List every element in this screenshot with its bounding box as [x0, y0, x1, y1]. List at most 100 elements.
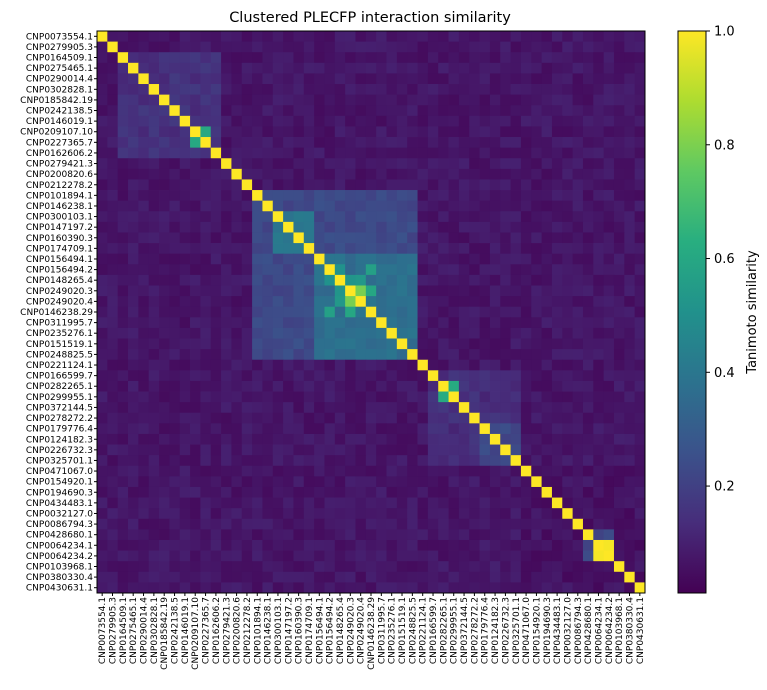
heatmap-cell — [634, 190, 646, 202]
heatmap-cell — [324, 327, 336, 339]
heatmap-cell — [252, 465, 263, 477]
heatmap-cell — [210, 84, 222, 96]
heatmap-cell — [272, 84, 284, 96]
heatmap-cell — [283, 391, 294, 403]
heatmap-cell — [210, 137, 222, 149]
heatmap-cell — [210, 433, 222, 445]
heatmap-cell — [293, 561, 305, 573]
heatmap-cell — [365, 274, 377, 286]
heatmap-cell — [603, 31, 615, 42]
heatmap-cell — [128, 444, 139, 456]
heatmap-cell — [572, 370, 584, 382]
heatmap-cell — [210, 41, 222, 53]
heatmap-cell — [376, 327, 387, 339]
heatmap-cell — [624, 433, 636, 445]
heatmap-cell — [148, 423, 160, 435]
heatmap-cell — [200, 529, 212, 541]
heatmap-cell — [365, 561, 377, 573]
heatmap-cell — [231, 476, 243, 488]
heatmap-cell — [179, 370, 191, 382]
heatmap-cell — [283, 359, 294, 371]
heatmap-cell — [314, 232, 325, 244]
heatmap-cell — [97, 274, 108, 286]
heatmap-cell — [613, 412, 625, 424]
heatmap-cell — [200, 402, 212, 414]
heatmap-cell — [252, 115, 263, 127]
heatmap-cell — [510, 539, 522, 551]
y-tick-label: CNP0146238.1 — [26, 202, 93, 212]
heatmap-cell — [448, 561, 460, 573]
heatmap-cell — [365, 529, 377, 541]
heatmap-cell — [634, 317, 646, 329]
heatmap-cell — [148, 561, 160, 573]
heatmap-cell — [386, 412, 398, 424]
heatmap-cell — [520, 486, 532, 498]
heatmap-cell — [148, 306, 160, 318]
heatmap-cell — [345, 84, 356, 96]
heatmap-cell — [303, 529, 315, 541]
heatmap-cell — [427, 561, 439, 573]
heatmap-cell — [272, 115, 284, 127]
heatmap-cell — [376, 73, 387, 85]
heatmap-cell — [210, 539, 222, 551]
heatmap-cell — [210, 465, 222, 477]
heatmap-cell — [365, 306, 377, 318]
heatmap-cell — [520, 211, 532, 223]
heatmap-cell — [551, 158, 563, 170]
heatmap-cell — [562, 115, 574, 127]
heatmap-cell — [427, 52, 439, 64]
heatmap-cell — [562, 380, 574, 392]
heatmap-cell — [138, 317, 150, 329]
heatmap-cell — [272, 402, 284, 414]
heatmap-cell — [272, 380, 284, 392]
heatmap-cell — [541, 221, 553, 233]
heatmap-cell — [355, 126, 367, 138]
heatmap-cell — [458, 179, 470, 191]
heatmap-cell — [624, 412, 636, 424]
heatmap-cell — [365, 243, 377, 255]
heatmap-cell — [500, 349, 511, 361]
heatmap-cell — [582, 465, 594, 477]
heatmap-cell — [334, 402, 346, 414]
heatmap-cell — [520, 402, 532, 414]
heatmap-cell — [159, 561, 170, 573]
heatmap-cell — [572, 476, 584, 488]
heatmap-cell — [386, 62, 398, 74]
heatmap-cell — [293, 31, 305, 42]
heatmap-cell — [169, 391, 181, 403]
heatmap-cell — [314, 317, 325, 329]
heatmap-cell — [293, 94, 305, 106]
heatmap-cell — [541, 41, 553, 53]
heatmap-cell — [303, 561, 315, 573]
heatmap-cell — [448, 41, 460, 53]
heatmap-cell — [541, 561, 553, 573]
heatmap-cell — [221, 232, 232, 244]
heatmap-cell — [138, 253, 150, 265]
heatmap-cell — [634, 52, 646, 64]
heatmap-cell — [231, 274, 243, 286]
heatmap-cell — [159, 529, 170, 541]
heatmap-cell — [190, 306, 201, 318]
heatmap-cell — [624, 274, 636, 286]
heatmap-cell — [396, 41, 408, 53]
heatmap-cell — [179, 508, 191, 520]
heatmap-cell — [97, 62, 108, 74]
heatmap-cell — [272, 465, 284, 477]
heatmap-cell — [303, 327, 315, 339]
heatmap-cell — [293, 518, 305, 530]
heatmap-cell — [613, 465, 625, 477]
heatmap-cell — [190, 433, 201, 445]
heatmap-cell — [531, 359, 542, 371]
heatmap-cell — [179, 221, 191, 233]
heatmap-cell — [386, 232, 398, 244]
heatmap-cell — [148, 253, 160, 265]
heatmap-cell — [624, 105, 636, 117]
heatmap-cell — [190, 211, 201, 223]
heatmap-cell — [138, 200, 150, 212]
heatmap-cell — [624, 582, 636, 594]
heatmap-cell — [303, 296, 315, 308]
x-tick-label: CNP0064234.1 — [594, 597, 604, 664]
heatmap-cell — [562, 253, 574, 265]
y-tick-label: CNP0032127.0 — [26, 509, 93, 519]
heatmap-cell — [624, 158, 636, 170]
